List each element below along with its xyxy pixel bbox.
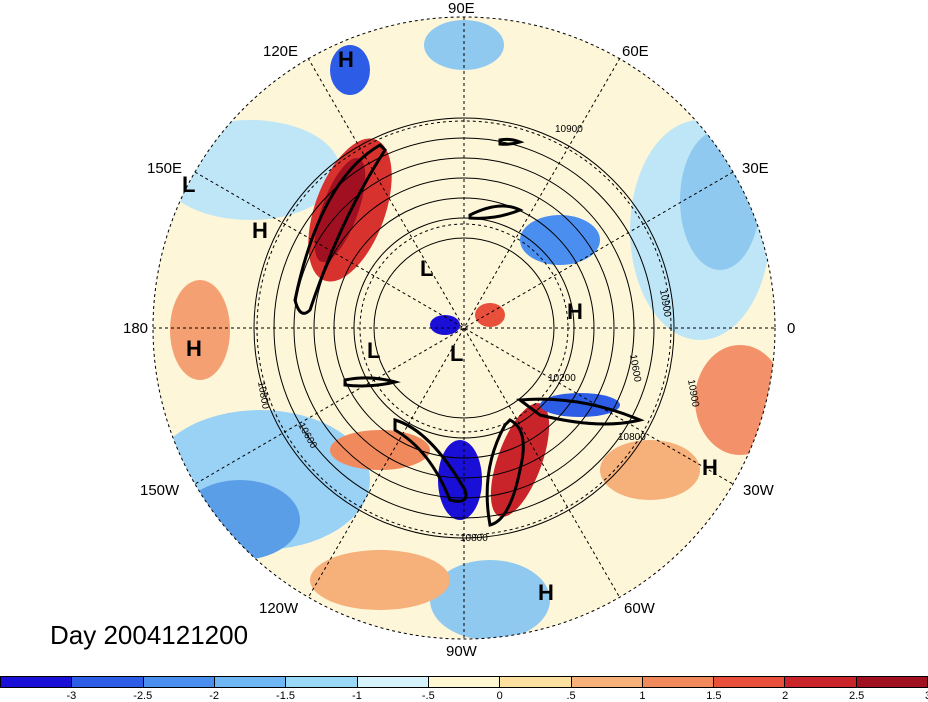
contour-label: 10800: [255, 381, 271, 411]
jet-contours: [293, 137, 645, 527]
plot-title: Day 2004121200: [50, 620, 249, 650]
contour-label: 10200: [548, 373, 576, 384]
lon-label-60w: 60W: [624, 600, 655, 617]
contour-label: 10800: [460, 533, 488, 544]
contour-label: 10900: [555, 124, 583, 135]
colorbar-tick-label: -2.5: [133, 690, 153, 702]
colorbar-tick-label: -1: [352, 690, 362, 702]
colorbar-segment: [856, 677, 928, 687]
pressure-center-high: H: [567, 299, 583, 324]
pressure-center-high: H: [702, 455, 718, 480]
lon-label-120e: 120E: [263, 43, 299, 60]
contour-label: 10600: [627, 354, 643, 384]
colorbar-segment: [1, 677, 73, 687]
lon-label-60e: 60E: [622, 43, 649, 60]
colorbar-segment: [72, 677, 144, 687]
colorbar-tick-label: 1.5: [706, 690, 722, 702]
colorbar-tick-label: -2: [209, 690, 220, 702]
colorbar-segment: [714, 677, 786, 687]
colorbar: [0, 676, 928, 688]
colorbar-tick-label: 1: [639, 690, 646, 702]
lon-label-30w: 30W: [743, 482, 774, 499]
colorbar-tick-label: -1.5: [276, 690, 296, 702]
lon-label-150w: 150W: [140, 482, 180, 499]
pressure-center-low: L: [367, 338, 381, 363]
lon-label-90w: 90W: [446, 643, 477, 660]
lon-label-0: 0: [787, 320, 796, 337]
colorbar-tick-label: 0: [496, 690, 503, 702]
graticule: [152, 16, 776, 640]
contour-label: 10900: [657, 289, 673, 319]
colorbar-segment: [642, 677, 715, 687]
lon-label-30e: 30E: [742, 160, 769, 177]
lon-label-180: 180: [123, 320, 149, 337]
colorbar-tick-label: 2: [782, 690, 789, 702]
colorbar-segment: [286, 677, 358, 687]
colorbar-segment: [357, 677, 429, 687]
colorbar-segment: [143, 677, 215, 687]
pressure-center-high: H: [338, 47, 354, 72]
pressure-center-high: H: [252, 218, 268, 243]
colorbar-segment: [428, 677, 501, 687]
contour-label: 10800: [618, 432, 646, 443]
colorbar-segment: [214, 677, 287, 687]
contour-labels: 10900 10900 10800 10600 10200 10800 1090…: [255, 124, 701, 544]
lon-label-150e: 150E: [147, 160, 183, 177]
lon-label-90e: 90E: [448, 0, 475, 17]
colorbar-tick-label: 3: [925, 690, 928, 702]
colorbar-tick-label: -3: [66, 690, 77, 702]
lon-label-120w: 120W: [259, 600, 299, 617]
pressure-center-high: H: [538, 580, 554, 605]
contour-label: 10900: [685, 379, 701, 409]
colorbar-segment: [785, 677, 857, 687]
pressure-center-low: L: [182, 172, 196, 197]
pressure-center-low: L: [420, 256, 434, 281]
colorbar-tick-label: .5: [566, 690, 576, 702]
colorbar-tick-label: 2.5: [848, 690, 865, 702]
colorbar-segment: [571, 677, 643, 687]
pressure-center-high: H: [186, 336, 202, 361]
colorbar-segment: [500, 677, 572, 687]
pressure-center-low: L: [450, 341, 464, 366]
colorbar-tick-label: -.5: [421, 690, 435, 702]
